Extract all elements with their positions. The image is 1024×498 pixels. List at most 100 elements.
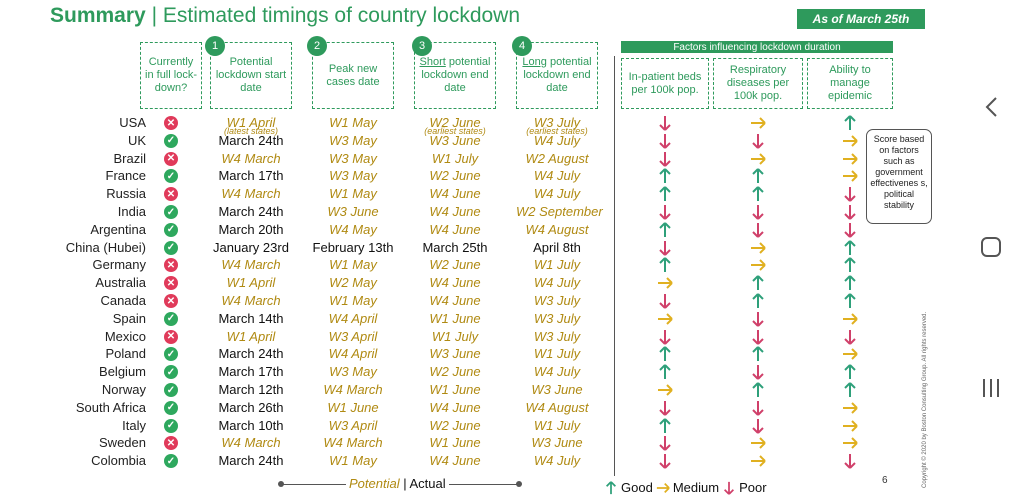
check-icon: ✓ [164, 365, 178, 380]
arrow-down-icon [748, 132, 768, 150]
slide: Summary | Estimated timings of country l… [0, 4, 958, 495]
arrow-down-icon [655, 434, 675, 452]
arrow-down-icon [748, 221, 768, 239]
check-icon: ✓ [164, 240, 178, 255]
start-date: March 24th [218, 346, 284, 362]
long-date: W4 July [533, 275, 581, 291]
table-row: Poland ✓ March 24th W4 April W3 June W1 July [0, 345, 958, 363]
short-date: W4 June [429, 293, 481, 308]
short-date: W1 June [429, 310, 481, 326]
short-date: W1 June [429, 435, 481, 451]
short-date: W1 July [431, 328, 479, 344]
cross-icon: ✕ [164, 258, 178, 273]
short-date: W4 June [429, 453, 481, 469]
arrow-down-icon [840, 452, 860, 470]
step-1-badge: 1 [205, 36, 225, 56]
short-date: W2 June [429, 417, 481, 433]
legend-medium: Medium [672, 480, 720, 495]
score-callout: Score based on factors such as governmen… [866, 129, 932, 224]
arrow-up-icon [655, 345, 675, 363]
arrow-down-icon [655, 292, 675, 310]
peak-date: W1 May [329, 453, 377, 469]
arrow-down-icon [840, 328, 860, 346]
table-row: Russia ✕ W4 March W1 May W4 June W4 July [0, 185, 958, 203]
long-date: W3 June [531, 435, 583, 451]
long-date: W4 July [533, 453, 581, 469]
arrow-up-icon [840, 292, 860, 310]
arrow-right-icon [748, 256, 768, 274]
start-date: March 17th [218, 364, 284, 380]
arrow-down-icon [748, 328, 768, 346]
short-date: W2 June [429, 257, 481, 273]
table-row: Mexico ✕ W1 April W3 April W1 July W3 July [0, 328, 958, 346]
factors-title: Factors influencing lockdown duration [621, 41, 893, 53]
as-of-badge: As of March 25th [797, 9, 925, 29]
arrow-right-icon [840, 167, 860, 185]
long-date: W3 July [533, 293, 581, 308]
potential-actual-legend: Potential | Actual [278, 475, 522, 495]
start-date: January 23rd [213, 239, 289, 255]
table-row: Brazil ✕ W4 March W3 May W1 July W2 August [0, 150, 958, 168]
table-row: China (Hubei) ✓ January 23rd February 13th M… [0, 239, 958, 257]
arrow-right-icon [840, 150, 860, 168]
check-icon: ✓ [164, 400, 178, 415]
arrow-legend: Good Medium Poor [604, 480, 767, 495]
page-title: Summary | Estimated timings of country l… [50, 4, 520, 28]
arrow-down-icon [655, 399, 675, 417]
home-button[interactable] [958, 234, 1024, 260]
table-row: Colombia ✓ March 24th W1 May W4 June W4 July [0, 452, 958, 470]
arrow-up-icon [655, 417, 675, 435]
arrow-up-icon [748, 345, 768, 363]
cross-icon: ✕ [164, 187, 178, 202]
arrow-right-icon [840, 310, 860, 328]
arrow-down-icon [748, 399, 768, 417]
back-button[interactable] [958, 94, 1024, 120]
arrow-down-icon [748, 363, 768, 381]
arrow-right-icon [748, 150, 768, 168]
legend-dot-right [516, 481, 522, 487]
arrow-up-icon [655, 221, 675, 239]
country-name: Brazil [113, 150, 146, 166]
long-date: W4 July [533, 186, 581, 202]
peak-date: W2 May [329, 275, 377, 291]
country-name: Russia [106, 186, 146, 202]
check-icon: ✓ [164, 133, 178, 148]
cross-icon: ✕ [164, 276, 178, 291]
country-name: Italy [122, 417, 146, 433]
arrow-down-icon [840, 203, 860, 221]
short-date: W4 June [429, 399, 481, 415]
recents-button[interactable] [958, 375, 1024, 401]
arrow-down-icon [748, 310, 768, 328]
table-row: Sweden ✕ W4 March W4 March W1 June W3 June [0, 434, 958, 452]
android-nav-bar [958, 0, 1024, 498]
arrow-down-icon [655, 114, 675, 132]
peak-date: W1 May [329, 115, 377, 130]
arrow-down-icon [748, 203, 768, 221]
arrow-up-icon [655, 185, 675, 203]
short-date: W1 June [429, 382, 481, 397]
long-date: W4 August [525, 399, 589, 415]
arrow-right-icon [748, 452, 768, 470]
long-date: W4 August [525, 221, 589, 237]
peak-date: W1 May [329, 186, 377, 202]
factor-header-respiratory: Respiratory diseases per 100k pop. [713, 58, 803, 109]
arrow-right-icon [840, 345, 860, 363]
table-row: South Africa ✓ March 26th W1 June W4 June W4 … [0, 399, 958, 417]
arrow-right-icon [840, 132, 860, 150]
peak-date: W3 June [327, 204, 379, 219]
start-date: March 24th [218, 453, 284, 469]
arrow-up-icon [655, 363, 675, 381]
start-date: March 20th [218, 221, 284, 237]
cross-icon: ✕ [164, 151, 178, 166]
peak-date: W4 March [323, 382, 383, 397]
arrow-down-icon [655, 132, 675, 150]
check-icon: ✓ [164, 222, 178, 237]
legend-actual: Actual [409, 476, 446, 491]
long-date: W4 July [533, 168, 581, 184]
peak-date: W3 May [329, 150, 377, 166]
table-row: Italy ✓ March 10th W3 April W2 June W1 July [0, 417, 958, 435]
long-date: W4 July [533, 364, 581, 380]
peak-date: W3 April [328, 417, 378, 433]
long-note: (earliest states) [526, 126, 588, 136]
country-name: Mexico [104, 328, 146, 344]
